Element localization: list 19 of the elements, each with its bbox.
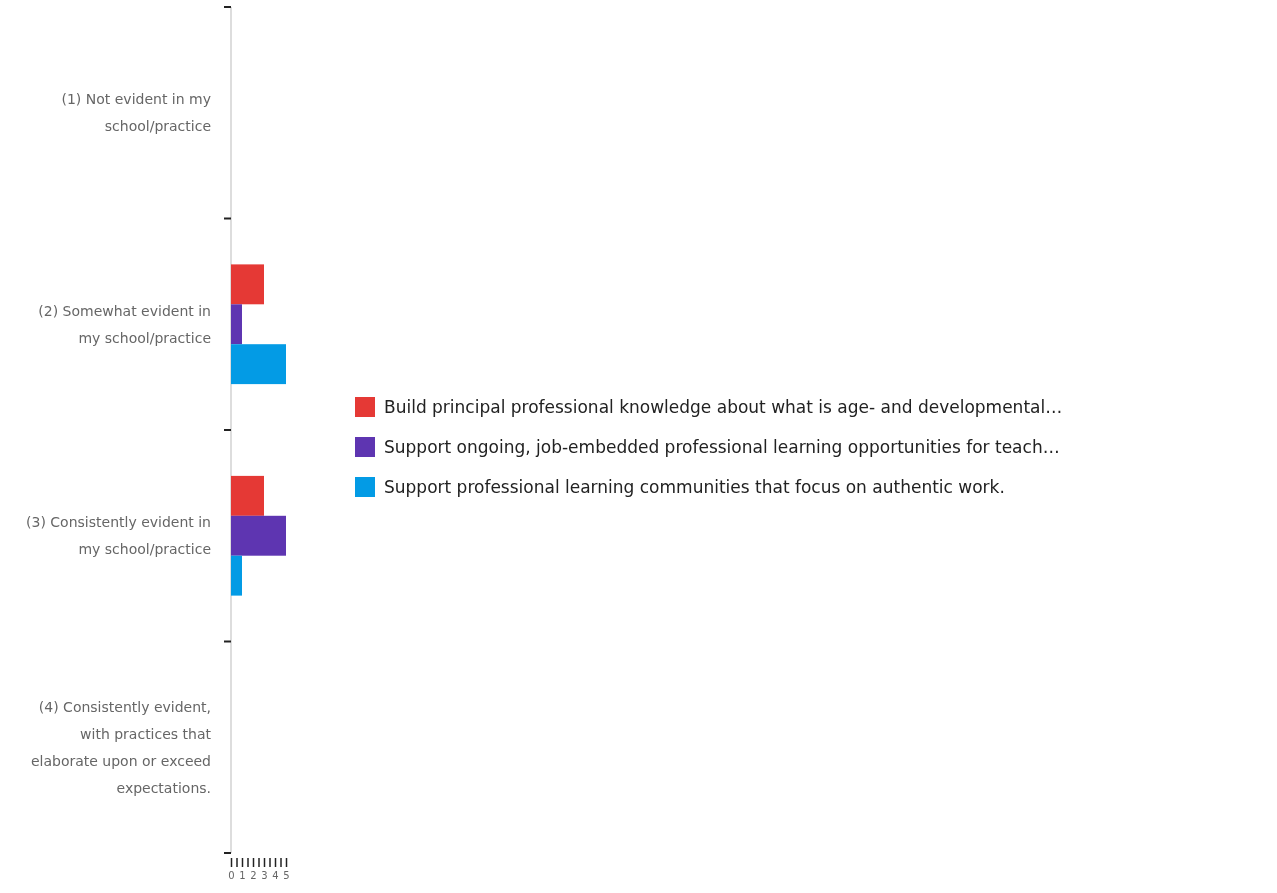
x-tick-label: 4	[272, 870, 279, 881]
x-tick-label: 3	[261, 870, 268, 881]
y-tick-label: (4) Consistently evident, with practices that elaborate upon or exceed expectations.	[30, 698, 212, 796]
y-tick-label: (2) Somewhat evident in my school/practice	[38, 302, 211, 346]
x-tick-label: 0	[228, 870, 235, 881]
x-tick-label: 2	[250, 870, 257, 881]
y-tick-label: (1) Not evident in my school/practice	[61, 91, 211, 135]
legend-label: Support professional learning communities that focus on authentic work.	[384, 477, 1005, 497]
bar	[231, 344, 286, 385]
bar	[231, 515, 286, 556]
bar	[231, 475, 264, 516]
bar	[231, 264, 264, 305]
x-tick-label: 1	[239, 870, 246, 881]
bar	[231, 555, 242, 596]
y-tick-label: (3) Consistently evident in my school/practice	[26, 514, 211, 558]
legend-label: Build principal professional knowledge about what is age- and developmental…	[384, 397, 1063, 417]
bar	[231, 304, 242, 345]
legend-label: Support ongoing, job-embedded professional learning opportunities for teach…	[384, 437, 1060, 457]
x-tick-label: 5	[283, 870, 290, 881]
